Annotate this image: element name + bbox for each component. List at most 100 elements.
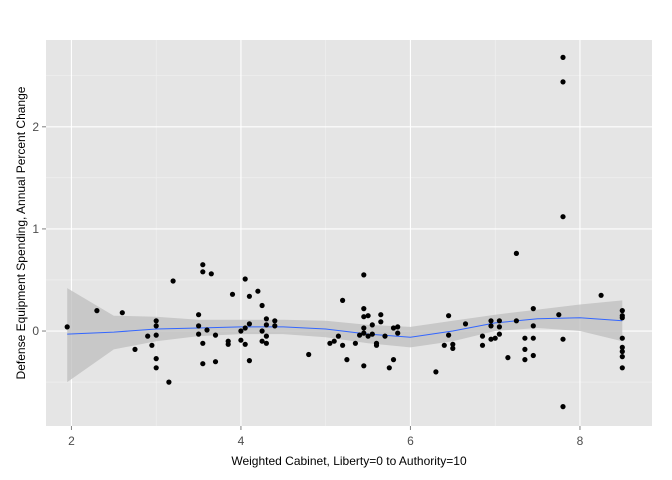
data-point	[263, 340, 269, 346]
data-point	[200, 340, 206, 346]
data-point	[433, 369, 439, 375]
data-point	[560, 336, 566, 342]
data-point	[488, 336, 494, 342]
data-point	[505, 355, 511, 361]
data-point	[238, 337, 244, 343]
data-point	[496, 318, 502, 324]
data-point	[196, 323, 202, 329]
data-point	[344, 357, 350, 363]
data-point	[395, 324, 401, 330]
data-point	[225, 341, 231, 347]
data-point	[496, 324, 502, 330]
data-point	[94, 308, 100, 314]
data-point	[335, 333, 341, 339]
data-point	[196, 312, 202, 318]
data-point	[200, 361, 206, 367]
data-point	[450, 345, 456, 351]
data-point	[361, 272, 367, 278]
data-point	[619, 315, 625, 321]
data-point	[166, 379, 172, 385]
data-point	[361, 306, 367, 312]
data-point	[64, 324, 70, 330]
data-point	[361, 330, 367, 336]
data-point	[259, 302, 265, 309]
y-tick-label: 1	[32, 222, 39, 236]
data-point	[145, 333, 151, 339]
data-point	[382, 333, 388, 339]
data-point	[153, 332, 159, 338]
data-point	[263, 322, 269, 328]
data-points	[64, 54, 625, 410]
data-point	[386, 365, 392, 371]
data-point	[153, 356, 159, 362]
data-point	[361, 363, 367, 369]
x-tick-label: 4	[238, 434, 245, 448]
data-point	[272, 318, 278, 324]
data-point	[361, 314, 367, 320]
data-point	[132, 346, 138, 352]
plot-panel	[46, 40, 652, 426]
data-point	[560, 79, 566, 85]
data-point	[619, 344, 625, 350]
data-point	[263, 333, 269, 339]
y-tick-label: 2	[32, 120, 39, 134]
data-point	[560, 54, 566, 61]
data-point	[390, 325, 397, 331]
data-point	[208, 271, 214, 277]
x-tick-label: 2	[68, 434, 75, 448]
data-point	[446, 332, 452, 338]
data-point	[522, 335, 528, 341]
data-point	[513, 318, 520, 324]
data-point	[365, 313, 371, 319]
data-point	[441, 342, 447, 348]
data-point	[560, 404, 566, 410]
data-point	[200, 262, 206, 268]
data-point	[619, 308, 625, 314]
data-point	[196, 331, 202, 337]
data-point	[598, 292, 604, 298]
smooth-trend-line	[67, 317, 623, 338]
minor-gridlines	[46, 40, 652, 426]
data-point	[479, 342, 486, 348]
data-point	[530, 335, 536, 341]
data-point	[378, 312, 384, 318]
data-point	[378, 319, 384, 325]
data-point	[331, 338, 337, 344]
data-point	[259, 338, 265, 344]
data-point	[229, 291, 236, 297]
data-point	[242, 276, 248, 282]
x-tick-label: 8	[577, 434, 584, 448]
data-point	[492, 335, 498, 341]
data-point	[488, 323, 494, 329]
data-point	[390, 357, 397, 363]
data-point	[306, 351, 312, 358]
data-point	[462, 321, 469, 327]
data-point	[522, 357, 528, 363]
data-point	[119, 310, 125, 316]
data-point	[255, 288, 261, 294]
data-point	[479, 333, 486, 339]
data-point	[450, 341, 456, 347]
data-point	[204, 327, 210, 333]
data-point	[369, 322, 375, 328]
data-point	[365, 333, 371, 339]
y-axis-title: Defense Equipment Spending, Annual Perce…	[14, 86, 28, 379]
x-axis-ticks: 2 4 6 8	[68, 426, 584, 448]
x-tick-label: 6	[407, 434, 414, 448]
data-point	[357, 332, 363, 338]
data-point	[352, 340, 358, 346]
x-axis-title: Weighted Cabinet, Liberty=0 to Authority…	[231, 454, 467, 468]
data-point	[530, 306, 536, 312]
data-point	[560, 214, 566, 220]
data-point	[361, 325, 367, 331]
data-point	[246, 358, 252, 364]
data-point	[246, 293, 252, 299]
data-point	[263, 316, 269, 322]
data-point	[340, 342, 346, 348]
data-point	[530, 352, 536, 359]
data-point	[200, 269, 206, 275]
data-point	[619, 335, 625, 341]
data-point	[242, 325, 248, 331]
data-point	[153, 318, 159, 324]
